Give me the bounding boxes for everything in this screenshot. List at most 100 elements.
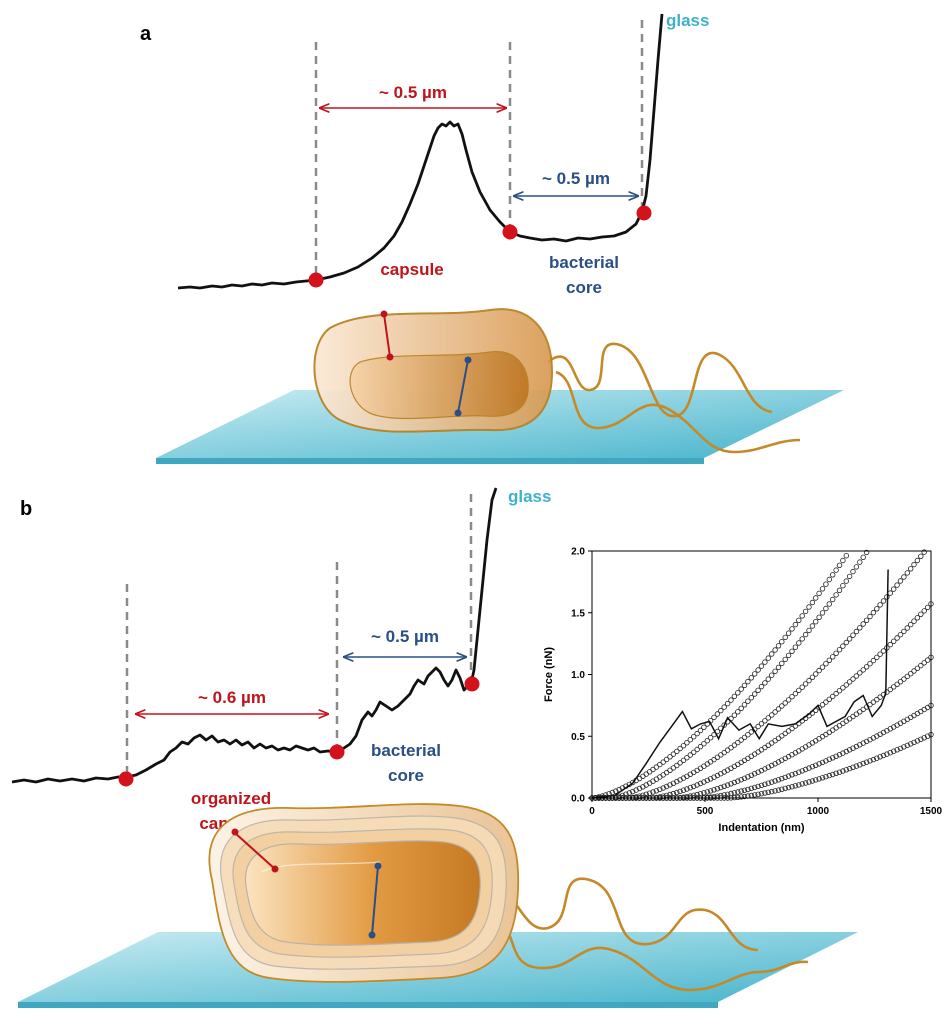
chart-fit-point-series-2 — [813, 619, 819, 625]
chart-fit-point-series-3 — [769, 712, 775, 718]
chart-fit-point-series-5 — [745, 774, 751, 780]
chart-fit-point-series-5 — [738, 777, 744, 783]
chart-fit-point-series-2 — [806, 627, 812, 634]
panel-b-core-highlight — [261, 861, 381, 873]
chart-fit-point-series-1 — [755, 667, 761, 673]
chart-fit-point-series-6 — [782, 774, 788, 781]
chart-fit-point-series-7 — [874, 755, 880, 761]
chart-fit-point-series-4 — [894, 635, 900, 641]
chart-fit-point-series-7 — [924, 733, 931, 739]
chart-fit-point-series-3 — [782, 700, 788, 706]
chart-fit-point-series-1 — [687, 737, 693, 743]
chart-fit-point-series-7 — [857, 762, 863, 768]
panel-b-capsule-width-label: ~ 0.6 µm — [198, 688, 266, 707]
chart-fit-point-series-6 — [843, 748, 849, 755]
chart-fit-point-series-1 — [809, 599, 816, 606]
chart-fit-point-series-4 — [846, 679, 853, 685]
chart-fit-point-series-5 — [884, 689, 890, 695]
chart-fit-point-series-4 — [887, 641, 893, 648]
chart-fit-point-series-1 — [745, 678, 751, 685]
chart-fit-point-series-2 — [802, 631, 809, 638]
chart-fit-point-series-2 — [623, 791, 629, 797]
chart-fit-point-series-2 — [684, 755, 690, 761]
chart-fit-point-series-3 — [643, 791, 649, 797]
chart-fit-point-series-3 — [758, 721, 765, 727]
chart-fit-point-series-1 — [731, 693, 738, 700]
chart-fit-point-series-5 — [826, 729, 832, 735]
chart-fit-point-series-3 — [772, 709, 778, 715]
panel-a-glass-label: glass — [666, 11, 709, 30]
chart-fit-point-series-6 — [836, 752, 843, 758]
chart-fit-point-series-2 — [769, 672, 775, 678]
chart-fit-point-series-5 — [904, 673, 910, 680]
chart-fit-point-series-4 — [816, 704, 822, 711]
chart-fit-point-series-5 — [823, 731, 829, 738]
chart-fit-point-series-1 — [843, 553, 849, 559]
chart-fit-point-series-3 — [731, 742, 738, 748]
chart-fit-point-series-7 — [908, 741, 914, 747]
chart-fit-point-series-5 — [718, 784, 724, 791]
chart-fit-point-series-7 — [789, 784, 795, 790]
chart-fit-point-series-7 — [850, 764, 856, 770]
chart-fit-point-series-2 — [846, 573, 853, 580]
chart-fit-point-series-5 — [908, 671, 914, 677]
panel-a-capsule-thickness-marker — [383, 313, 391, 358]
chart-fit-point-series-3 — [843, 639, 849, 646]
panel-a-core-shape — [349, 351, 529, 420]
chart-fit-point-series-4 — [904, 625, 910, 631]
chart-fit-point-series-6 — [738, 788, 744, 794]
chart-fit-point-series-6 — [830, 755, 836, 761]
chart-fit-point-series-7 — [816, 776, 822, 782]
panel-b-capsule-label-line1: organized — [191, 789, 271, 808]
chart-fit-point-series-3 — [796, 687, 802, 694]
panel-a-core-label-line2: core — [566, 278, 602, 297]
panel-a-core-label-line1: bacterial — [549, 253, 619, 272]
chart-fit-point-series-3 — [660, 785, 666, 791]
chart-fit-point-series-1 — [813, 595, 819, 601]
chart-fit-point-series-4 — [694, 782, 700, 788]
chart-fit-point-series-5 — [918, 662, 924, 669]
chart-fit-point-series-6 — [735, 789, 741, 795]
panel-a-capsule-width-label: ~ 0.5 µm — [379, 83, 447, 102]
chart-fit-point-series-3 — [765, 715, 771, 721]
chart-fit-point-series-2 — [735, 709, 741, 715]
chart-fit-point-series-6 — [785, 773, 792, 779]
chart-fit-point-series-1 — [792, 621, 799, 628]
chart-fit-point-series-2 — [677, 760, 683, 766]
panel-a-capsule-label: capsule — [380, 260, 443, 279]
chart-fit-point-series-1 — [802, 608, 809, 615]
chart-fit-point-series-7 — [799, 781, 805, 787]
chart-fit-point-series-6 — [789, 772, 795, 778]
chart-fit-point-series-7 — [782, 785, 788, 792]
chart-fit-point-series-1 — [660, 759, 666, 765]
chart-fit-point-series-4 — [860, 667, 866, 673]
chart-fit-point-series-7 — [836, 769, 843, 775]
chart-fit-point-series-2 — [833, 592, 839, 598]
chart-fit-point-series-3 — [819, 664, 826, 670]
chart-fit-point-series-1 — [684, 740, 690, 746]
chart-fit-point-series-5 — [711, 787, 717, 793]
chart-fit-point-series-5 — [731, 779, 738, 786]
chart-fit-point-series-1 — [663, 756, 670, 763]
chart-fit-point-series-5 — [704, 789, 710, 795]
chart-fit-point-series-6 — [833, 753, 839, 759]
chart-fit-point-series-4 — [924, 604, 931, 611]
panel-a-core-marker-bottom — [454, 409, 462, 417]
chart-fit-point-series-7 — [792, 783, 799, 789]
chart-fit-point-series-1 — [728, 697, 734, 703]
chart-fit-point-series-2 — [752, 691, 758, 697]
chart-fit-point-series-5 — [819, 733, 826, 740]
chart-fit-point-series-1 — [657, 761, 663, 768]
chart-fit-point-series-3 — [785, 697, 792, 703]
panel-a-flagellum-lower — [555, 370, 801, 454]
chart-fit-point-series-4 — [697, 780, 704, 787]
chart-fit-point-series-3 — [697, 765, 704, 771]
chart-fit-point-series-7 — [867, 758, 873, 764]
chart-fit-point-series-2 — [826, 601, 832, 607]
chart-fit-point-series-7 — [860, 760, 866, 767]
chart-fit-point-series-7 — [887, 750, 893, 756]
chart-fit-point-series-7 — [796, 782, 802, 788]
chart-fit-point-series-5 — [843, 718, 849, 724]
chart-fit-point-series-7 — [819, 775, 826, 781]
chart-fit-point-series-2 — [674, 762, 680, 769]
